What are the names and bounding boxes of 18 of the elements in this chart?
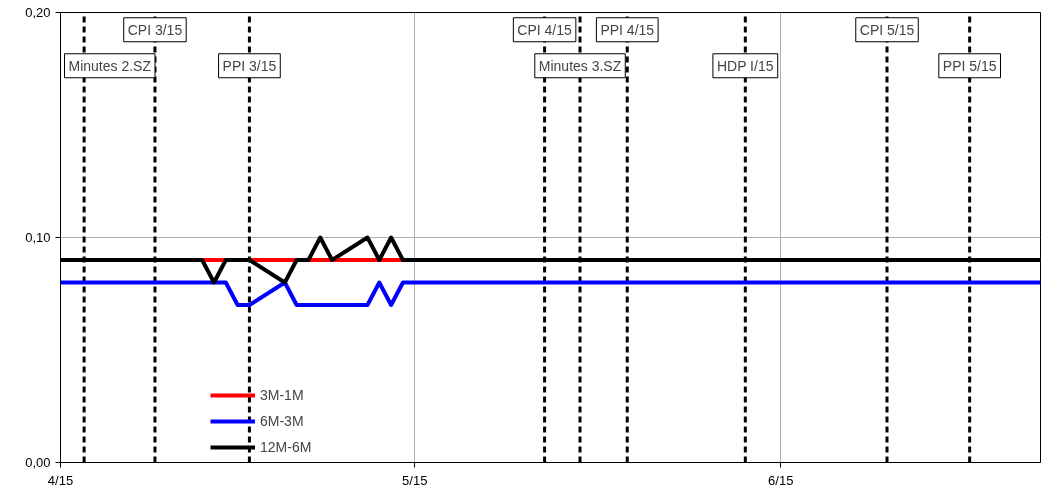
ref-line-label: CPI 3/15 [127, 21, 183, 38]
ref-line-label: PPI 4/15 [600, 21, 655, 38]
ref-line-label: Minutes 3.SZ [538, 57, 622, 74]
x-tick-label: 5/15 [402, 472, 428, 488]
y-tick-label: 0,00 [25, 455, 51, 470]
legend-label: 3M-1M [260, 387, 304, 403]
ref-line-label: CPI 4/15 [517, 21, 573, 38]
legend-label: 12M-6M [260, 439, 312, 455]
x-tick-label: 6/15 [768, 472, 794, 488]
ref-line-label: HDP I/15 [716, 57, 774, 74]
y-tick-label: 0,20 [25, 5, 51, 20]
legend-label: 6M-3M [260, 413, 304, 429]
ref-line-label: PPI 5/15 [942, 57, 997, 74]
ref-line-label: CPI 5/15 [859, 21, 915, 38]
ref-line-label: PPI 3/15 [222, 57, 277, 74]
ref-line-label: Minutes 2.SZ [68, 57, 152, 74]
x-tick-label: 4/15 [47, 472, 74, 488]
y-tick-label: 0,10 [25, 230, 51, 245]
